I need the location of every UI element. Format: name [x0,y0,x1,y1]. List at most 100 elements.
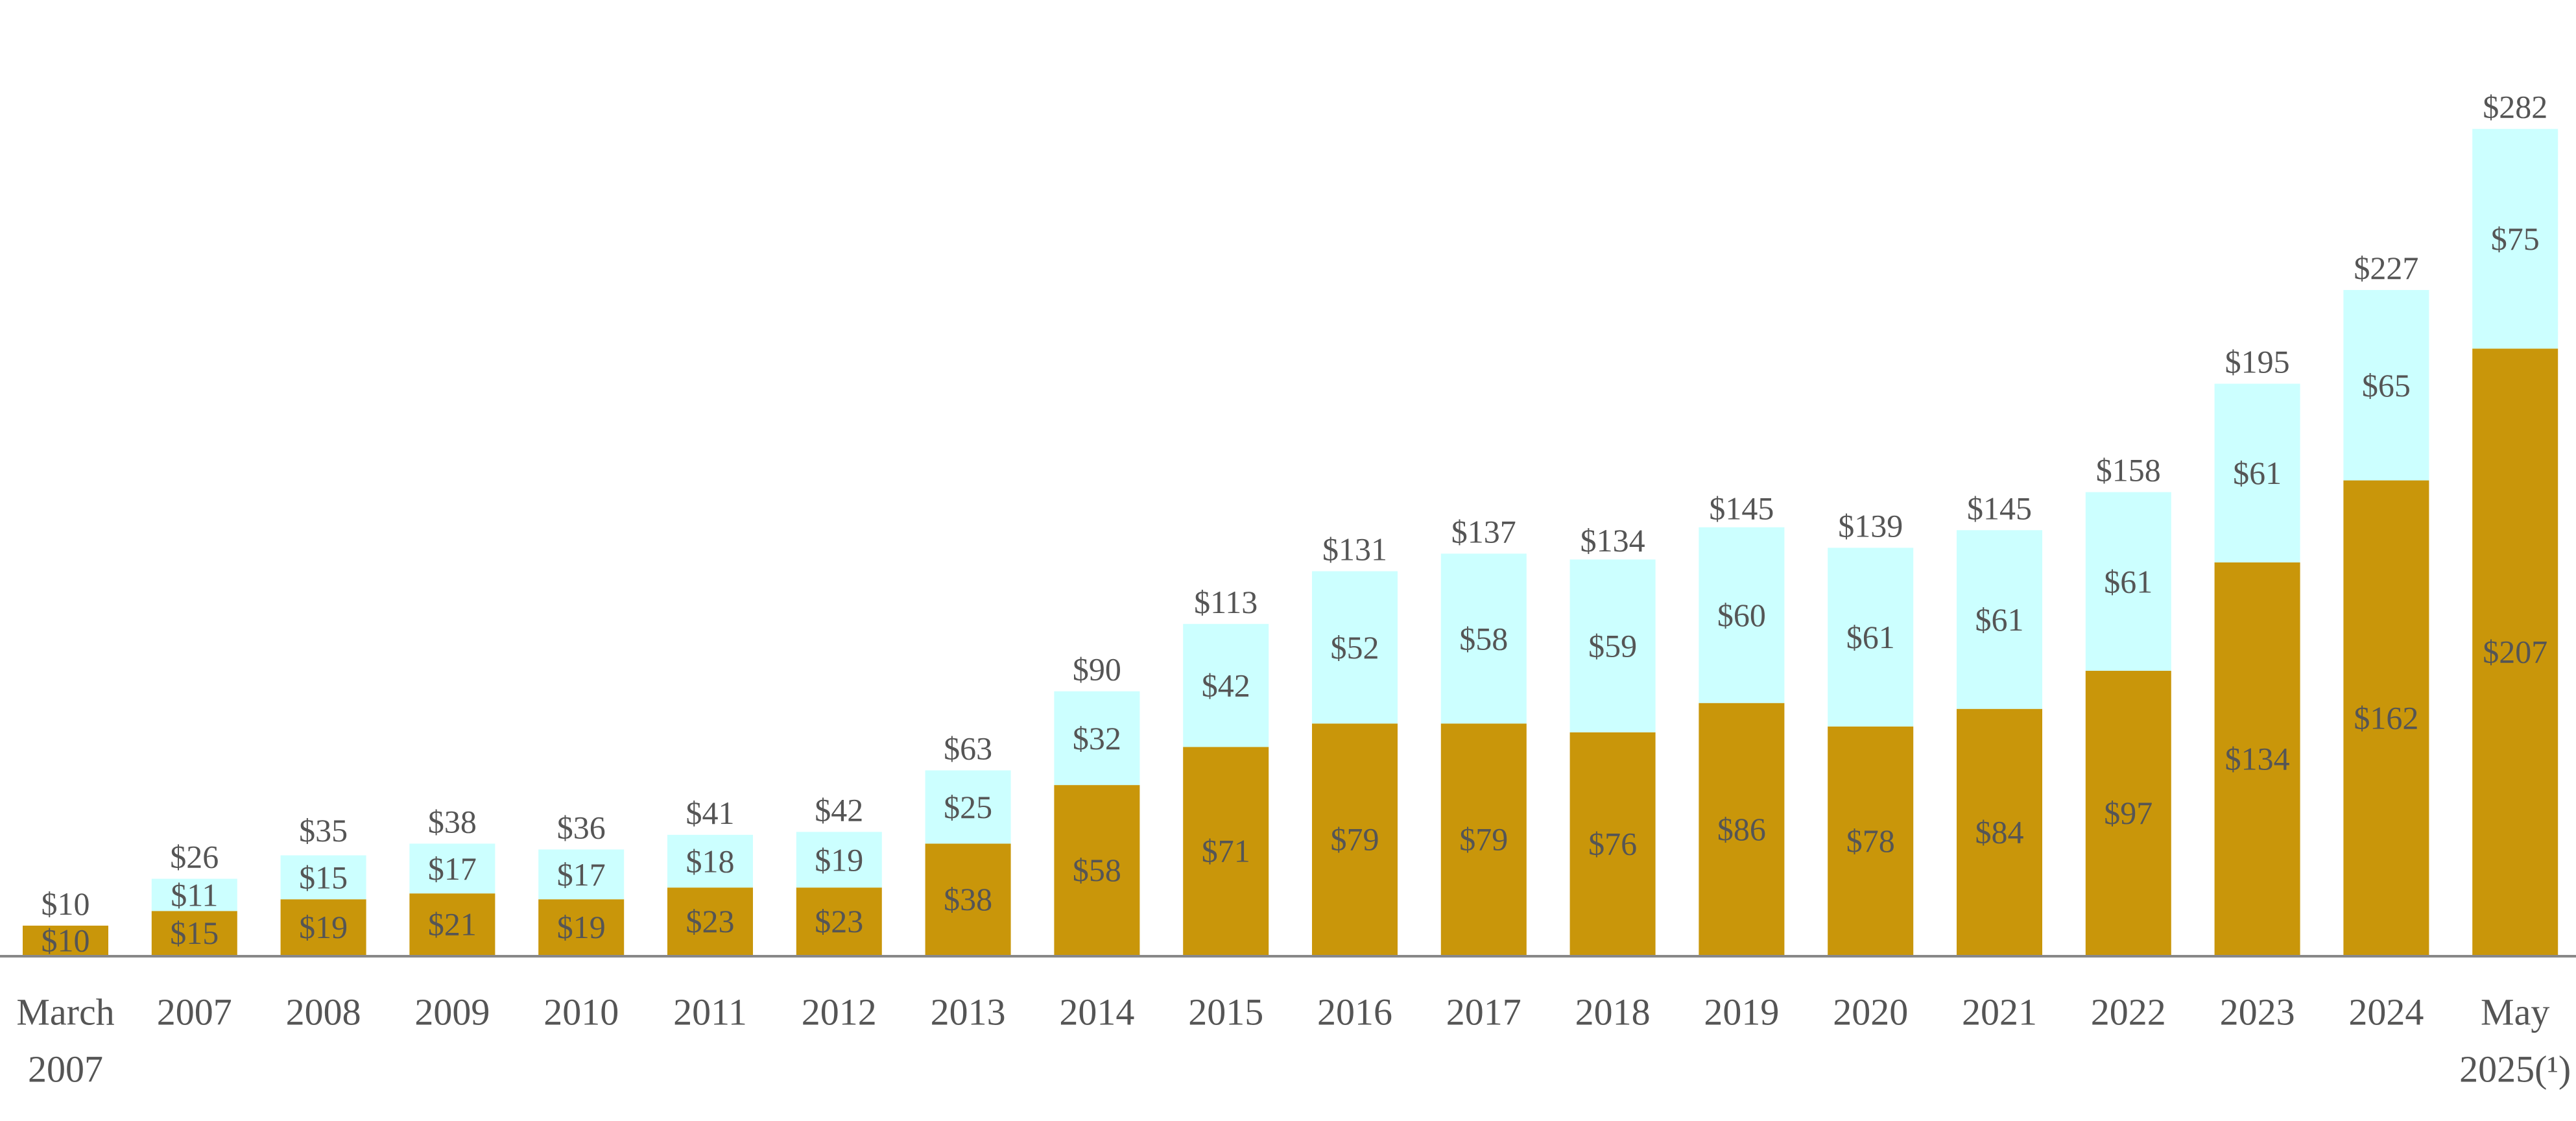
segment-label: $23 [686,903,735,939]
bar-segment [280,899,366,955]
bar-segment [1957,530,2042,709]
segment-label: $76 [1588,825,1637,862]
bar-segment [23,925,108,955]
total-label: $41 [686,795,735,831]
bar-segment [1440,723,1527,955]
segment-label: $61 [1975,601,2024,638]
total-label: $90 [1073,651,1121,688]
segment-label: $52 [1331,629,1379,666]
segment-label: $71 [1202,833,1250,869]
x-tick-label: 2009 [414,991,490,1033]
total-label: $139 [1838,507,1903,544]
total-label: $36 [557,809,606,845]
segment-label: $65 [2362,367,2411,404]
x-tick-label: 2012 [802,991,877,1033]
segment-label: $61 [2233,455,2282,491]
segment-label: $32 [1073,720,1121,756]
total-label: $10 [42,886,90,922]
bar-segment [2472,128,2558,349]
segment-label: $15 [299,859,348,895]
bar-segment [2343,480,2429,955]
x-tick-label: 2007 [28,1048,103,1091]
x-tick-label: 2022 [2091,991,2166,1033]
x-tick-label: 2025(¹) [2459,1048,2571,1091]
x-tick-label: 2015 [1188,991,1263,1033]
segment-label: $61 [1846,619,1895,655]
labels-layer: $10$10$15$11$26$19$15$35$21$17$38$19$17$… [42,89,2548,959]
total-label: $145 [1967,490,2032,526]
x-tick-label: 2014 [1059,991,1134,1033]
bar-segment [151,911,237,955]
x-tick-label: 2011 [673,991,747,1033]
bar-segment [1569,559,1656,732]
bar-segment [1312,723,1398,955]
segment-label: $84 [1975,814,2024,850]
bar-segment [1183,747,1269,955]
x-tick-label: 2016 [1317,991,1392,1033]
bar-segment [1828,726,1914,955]
segment-label: $58 [1073,852,1121,888]
x-tick-label: 2010 [543,991,619,1033]
segment-label: $79 [1331,821,1379,858]
bar-segment [667,887,753,955]
x-tick-label: 2024 [2348,991,2424,1033]
x-tick-label: 2020 [1833,991,1908,1033]
x-tick-label: 2021 [1962,991,2037,1033]
segment-label: $21 [428,906,477,943]
segment-label: $79 [1459,821,1508,858]
total-label: $195 [2225,344,2290,380]
x-tick-label: 2007 [157,991,232,1033]
total-label: $113 [1194,584,1258,620]
total-label: $131 [1322,531,1387,568]
total-label: $145 [1709,490,1774,526]
segment-label: $11 [171,876,218,913]
segment-label: $78 [1846,823,1895,859]
segment-label: $42 [1202,668,1250,704]
bar-segment [2214,383,2300,562]
bar-segment [1440,553,1527,724]
x-tick-label: 2008 [286,991,361,1033]
segment-label: $58 [1459,620,1508,657]
bar-segment [1569,732,1656,955]
total-label: $63 [944,730,992,767]
bar-segment [1054,691,1140,786]
total-label: $26 [170,839,219,875]
total-label: $35 [299,812,348,849]
segment-label: $59 [1588,628,1637,664]
total-label: $137 [1451,513,1516,549]
bar-segment [667,834,753,888]
segment-label: $61 [2104,563,2153,599]
total-label: $38 [428,803,477,839]
bar-segment [1957,708,2042,955]
segment-label: $207 [2483,634,2547,670]
x-tick-label: March [16,991,114,1033]
total-label: $227 [2354,250,2418,286]
bar-segment [2214,562,2300,955]
segment-label: $60 [1717,597,1766,633]
segment-label: $23 [815,903,863,939]
segment-label: $15 [170,915,219,951]
bar-segment [1054,785,1140,955]
bar-segment [1183,623,1269,747]
bar-segment [2085,671,2171,955]
segment-label: $17 [428,850,477,887]
bar-segment [796,832,882,888]
segment-label: $19 [815,841,863,878]
bar-segment [280,855,366,900]
bar-segment [151,878,237,911]
segment-label: $134 [2225,740,2290,777]
segment-label: $38 [944,881,992,917]
segment-label: $19 [557,909,606,945]
segment-label: $17 [557,856,606,893]
x-tick-label: 2019 [1704,991,1779,1033]
bar-segment [925,843,1011,955]
segment-label: $19 [299,909,348,945]
x-tick-label: 2018 [1575,991,1651,1033]
total-label: $282 [2483,89,2547,125]
segment-label: $86 [1717,811,1766,847]
total-label: $42 [815,791,863,828]
bar-segment [796,887,882,955]
bar-segment [2343,290,2429,481]
bar-segment [538,899,625,955]
segment-label: $97 [2104,795,2153,831]
